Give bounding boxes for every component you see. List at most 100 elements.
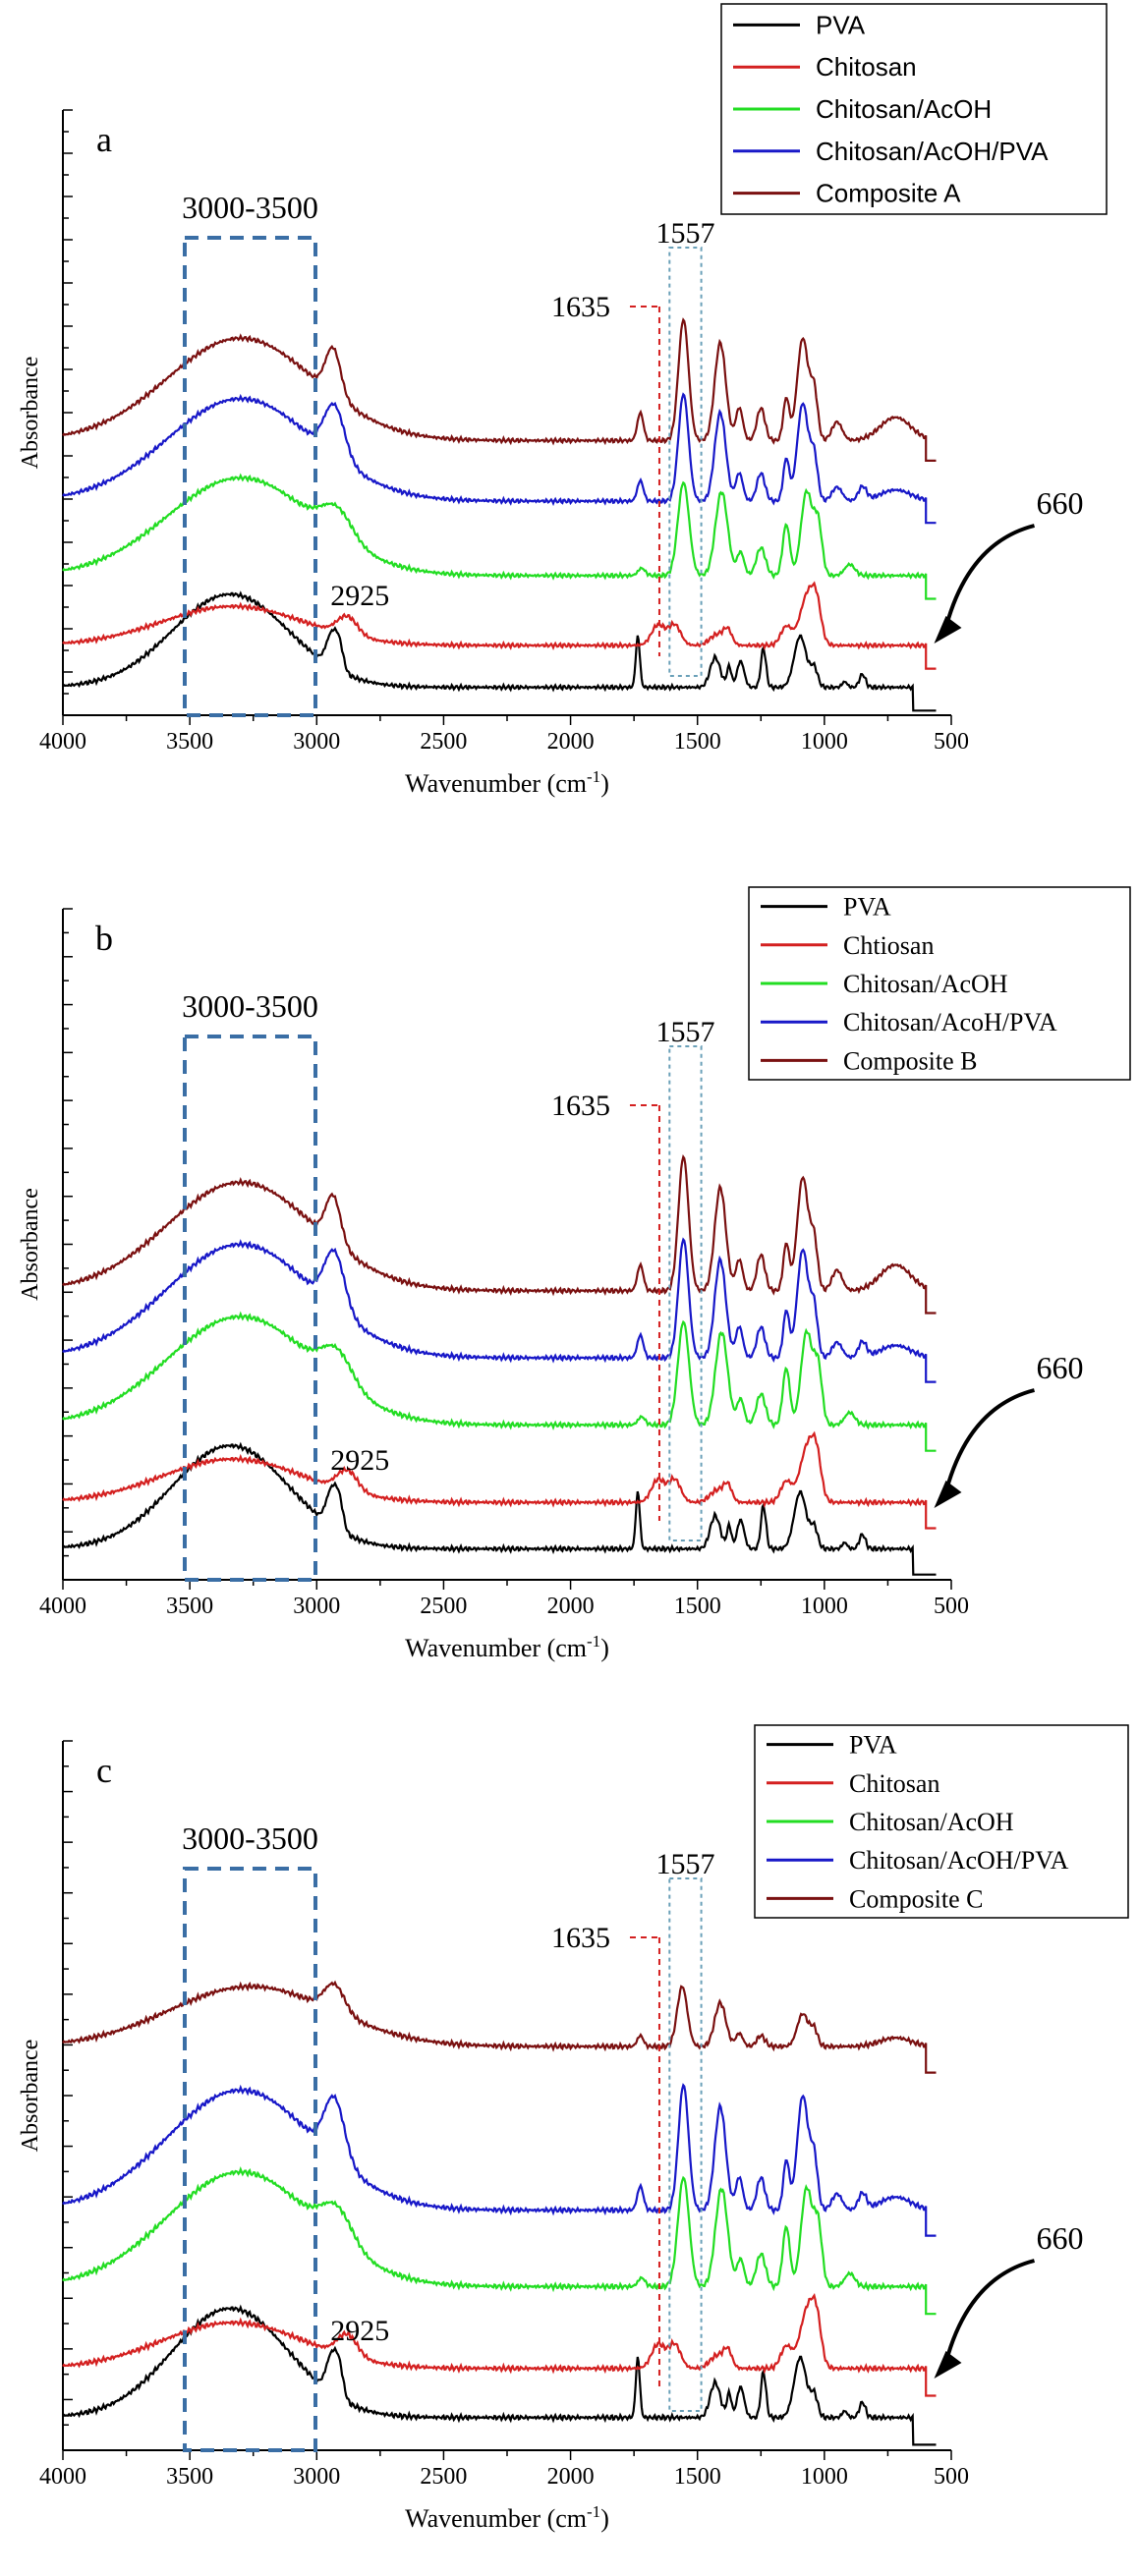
annotation-3000-3500: 3000-3500 (182, 1820, 318, 1856)
region-box-3000-3500 (182, 1035, 317, 1582)
x-tick-label: 3000 (293, 729, 340, 755)
series-line-0 (62, 1441, 937, 1576)
annotation-3000-3500: 3000-3500 (182, 988, 318, 1024)
panel-letter: b (95, 919, 113, 958)
annotation-1635: 1635 (551, 291, 610, 323)
region-box-1557 (668, 1045, 703, 1541)
series-line-0 (62, 2304, 937, 2446)
x-tick-label: 2500 (420, 729, 467, 755)
x-axis-title-sup: -1 (587, 767, 600, 786)
y-axis-title: Absorbance (18, 1188, 43, 1301)
region-box-1557 (668, 1877, 703, 2412)
x-tick-label: 1500 (674, 729, 721, 755)
x-tick-label: 1000 (801, 2464, 848, 2490)
x-axis-title: Wavenumber (cm-1) (405, 1632, 609, 1662)
x-tick-label: 1500 (674, 2464, 721, 2490)
x-tick-label: 1000 (801, 1594, 848, 1619)
x-tick-label: 2000 (547, 1594, 595, 1619)
legend: PVA Chitosan Chitosan/AcOH Chitosan/AcOH/PV… (754, 1724, 1129, 1919)
x-tick-label: 2000 (547, 2464, 595, 2490)
series-line-4 (62, 317, 937, 462)
y-axis-title: Absorbance (18, 2040, 43, 2153)
series-line-1 (62, 1430, 937, 1530)
series-line-2 (62, 1311, 937, 1452)
panel-letter: a (96, 120, 112, 159)
arrow-660 (941, 524, 1035, 637)
x-tick-label: 4000 (39, 729, 86, 755)
legend-label-4: Composite B (843, 1046, 978, 1075)
annotation-1635: 1635 (551, 1090, 610, 1122)
x-tick-label: 500 (934, 2464, 969, 2490)
x-tick-label: 3500 (166, 2464, 213, 2490)
region-box-1557 (668, 247, 703, 677)
legend-label-0: PVA (843, 893, 891, 922)
legend-label-1: Chitosan (849, 1769, 939, 1798)
series-line-0 (62, 590, 937, 712)
x-axis-title-end: ) (600, 2504, 609, 2533)
annotation-660: 660 (1037, 485, 1084, 521)
legend-label-4: Composite A (816, 179, 961, 208)
legend-label-3: Chitosan/AcOH/PVA (849, 1846, 1069, 1875)
legend-label-0: PVA (849, 1731, 897, 1760)
annotation-660: 660 (1037, 2220, 1084, 2256)
x-tick-label: 3000 (293, 1594, 340, 1619)
x-tick-label: 3500 (166, 1594, 213, 1619)
annotation-1557: 1557 (655, 1016, 714, 1048)
legend: PVA Chitosan Chitosan/AcOH Chitosan/AcOH/PV… (720, 3, 1108, 215)
legend-label-0: PVA (816, 10, 866, 39)
legend-label-1: Chitosan (816, 52, 917, 82)
x-axis-title: Wavenumber (cm-1) (405, 767, 609, 798)
annotation-1557: 1557 (655, 217, 714, 250)
x-tick-label: 4000 (39, 1594, 86, 1619)
annotation-660: 660 (1037, 1350, 1084, 1385)
series-line-3 (62, 392, 937, 525)
x-axis-title-sup: -1 (587, 1632, 600, 1651)
chart-panel-c: 4000 3500 3000 2500 2000 1500 1000 500 Wavenumbe… (18, 1724, 1129, 2533)
x-axis-title: Wavenumber (cm-1) (405, 2502, 609, 2533)
annotation-1557: 1557 (655, 1848, 714, 1880)
x-tick-label: 1500 (674, 1594, 721, 1619)
x-tick-label: 2500 (420, 2464, 467, 2490)
y-axis-title: Absorbance (18, 357, 43, 470)
chart-panel-a: 4000 3500 3000 2500 2000 1500 1000 500 Wavenumbe… (18, 3, 1108, 798)
x-tick-label: 2000 (547, 729, 595, 755)
annotation-2925: 2925 (330, 2315, 389, 2347)
x-tick-label: 500 (934, 1594, 969, 1619)
region-box-3000-3500 (182, 236, 317, 717)
x-tick-label: 3500 (166, 729, 213, 755)
x-axis-title-text: Wavenumber (cm (405, 769, 587, 798)
x-tick-label: 500 (934, 729, 969, 755)
annotation-3000-3500: 3000-3500 (182, 190, 318, 225)
x-tick-label: 2500 (420, 1594, 467, 1619)
series-line-4 (62, 1154, 937, 1315)
legend-label-2: Chitosan/AcOH (816, 94, 992, 124)
series-line-1 (62, 2293, 937, 2397)
chart-panel-b: 4000 3500 3000 2500 2000 1500 1000 500 Wavenumbe… (18, 886, 1131, 1662)
annotation-2925: 2925 (330, 1444, 389, 1477)
series-line-3 (62, 1237, 937, 1383)
x-axis-title-end: ) (600, 1634, 609, 1662)
legend-label-2: Chitosan/AcOH (849, 1808, 1014, 1836)
legend: PVA Chtiosan Chitosan/AcOH Chitosan/AcoH/PV… (748, 886, 1131, 1081)
arrow-660 (941, 2259, 1035, 2372)
arrow-660-head (934, 2351, 962, 2379)
x-axis-title-text: Wavenumber (cm (405, 2504, 587, 2533)
x-axis-title-end: ) (600, 769, 609, 798)
legend-label-3: Chitosan/AcOH/PVA (816, 137, 1049, 166)
legend-label-3: Chitosan/AcoH/PVA (843, 1008, 1057, 1036)
annotation-1635: 1635 (551, 1922, 610, 1954)
legend-label-2: Chitosan/AcOH (843, 970, 1008, 998)
legend-label-4: Composite C (849, 1884, 984, 1913)
series-line-2 (62, 473, 937, 600)
x-axis-title-sup: -1 (587, 2502, 600, 2521)
legend-label-1: Chtiosan (843, 931, 934, 960)
arrow-660 (941, 1388, 1035, 1501)
arrow-660-head (934, 616, 962, 644)
x-tick-label: 3000 (293, 2464, 340, 2490)
series-line-2 (62, 2166, 937, 2316)
series-line-4 (62, 1980, 937, 2074)
series-line-1 (62, 581, 937, 670)
annotation-2925: 2925 (330, 580, 389, 612)
panel-letter: c (96, 1751, 112, 1790)
